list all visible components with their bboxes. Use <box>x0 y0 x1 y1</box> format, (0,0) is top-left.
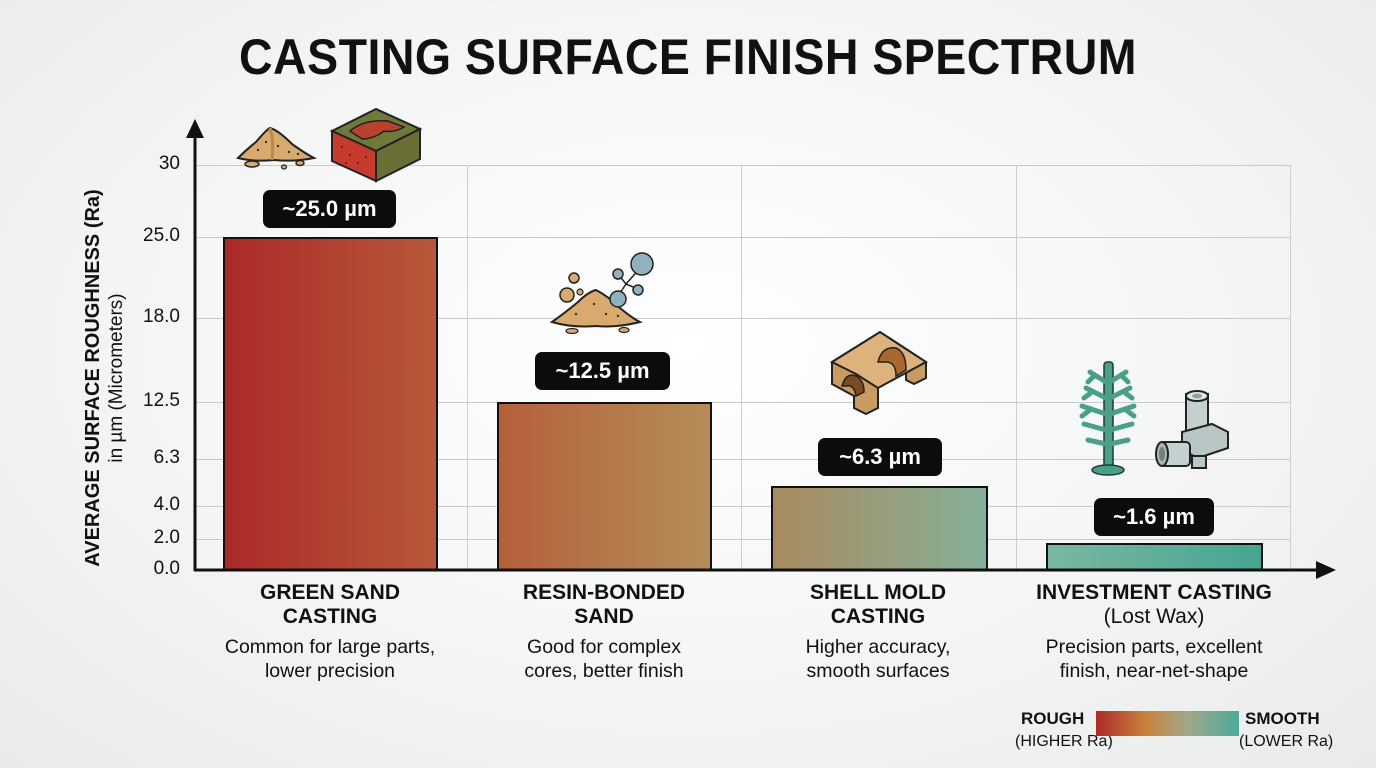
legend-rough-sub: (HIGHER Ra) <box>1015 733 1113 750</box>
gridline-30 <box>197 165 1291 166</box>
pipe-fitting-icon <box>1155 390 1229 469</box>
category-name-line2: CASTING <box>282 605 378 628</box>
y-tick-label: 12.5 <box>143 390 180 411</box>
category-label-shell-mold: SHELL MOLD CASTING Higher accuracy, smoo… <box>728 581 1028 683</box>
sand-pile-with-resin-molecule-icon <box>549 252 654 334</box>
wax-tree-icon <box>1079 361 1137 476</box>
category-desc-line1: Precision parts, excellent <box>1045 636 1263 658</box>
category-name: GREEN SAND <box>259 581 401 604</box>
category-name: SHELL MOLD <box>809 581 947 604</box>
y-tick-label: 18.0 <box>143 306 180 327</box>
y-tick-label: 30 <box>158 153 180 174</box>
bar-resin-bonded-sand <box>497 402 712 571</box>
gridline-4 <box>197 506 1291 507</box>
gridline-25 <box>197 237 1291 238</box>
category-label-investment-casting: INVESTMENT CASTING (Lost Wax) Precision … <box>1004 581 1304 683</box>
gridline-v4 <box>1290 165 1291 570</box>
category-name-line2: (Lost Wax) <box>1103 605 1205 628</box>
legend-gradient-bar <box>1096 711 1239 736</box>
gridline-v1 <box>467 165 468 570</box>
legend-smooth-label: SMOOTH <box>1245 709 1320 728</box>
category-desc-line2: cores, better finish <box>524 660 684 682</box>
legend: ROUGH (HIGHER Ra) SMOOTH (LOWER Ra) <box>1010 700 1360 760</box>
x-axis-arrow-icon <box>1316 561 1336 579</box>
gridline-12-5 <box>197 402 1291 403</box>
gridline-6-3 <box>197 459 1291 460</box>
gridline-v3 <box>1016 165 1017 570</box>
category-desc-line2: lower precision <box>264 660 396 682</box>
bar-green-sand <box>223 237 438 571</box>
gridline-v2 <box>741 165 742 570</box>
category-name-line2: CASTING <box>830 605 926 628</box>
mold-box-icon <box>329 107 423 183</box>
category-desc-line1: Common for large parts, <box>224 636 436 658</box>
value-badge: ~12.5 µm <box>535 352 670 390</box>
category-label-green-sand: GREEN SAND CASTING Common for large part… <box>180 581 480 683</box>
gridline-18 <box>197 318 1291 319</box>
y-tick-label: 4.0 <box>153 494 180 515</box>
legend-rough-label: ROUGH <box>1021 709 1085 728</box>
legend-smooth-sub: (LOWER Ra) <box>1239 733 1334 750</box>
category-label-resin-bonded-sand: RESIN-BONDED SAND Good for complex cores… <box>454 581 754 683</box>
value-badge: ~6.3 µm <box>818 438 942 476</box>
gridline-2 <box>197 539 1291 540</box>
y-tick-label: 6.3 <box>153 447 180 468</box>
category-name-line2: SAND <box>574 605 634 628</box>
category-desc-line1: Higher accuracy, <box>805 636 951 658</box>
category-name: RESIN-BONDED <box>522 581 686 604</box>
y-tick-label: 25.0 <box>143 225 180 246</box>
category-desc-line2: smooth surfaces <box>806 660 950 682</box>
bar-shell-mold <box>771 486 988 571</box>
value-badge: ~1.6 µm <box>1094 498 1214 536</box>
shell-mold-part-icon <box>829 330 928 416</box>
y-axis-arrow-icon <box>186 119 204 138</box>
chart-title: CASTING SURFACE FINISH SPECTRUM <box>239 29 1137 85</box>
category-name: INVESTMENT CASTING <box>1036 581 1272 604</box>
y-tick-label: 2.0 <box>153 527 180 548</box>
value-badge: ~25.0 µm <box>263 190 396 228</box>
category-desc-line2: finish, near-net-shape <box>1059 660 1249 682</box>
sand-pile-icon <box>236 126 318 170</box>
y-tick-label: 0.0 <box>153 558 180 579</box>
category-desc-line1: Good for complex <box>527 636 681 658</box>
